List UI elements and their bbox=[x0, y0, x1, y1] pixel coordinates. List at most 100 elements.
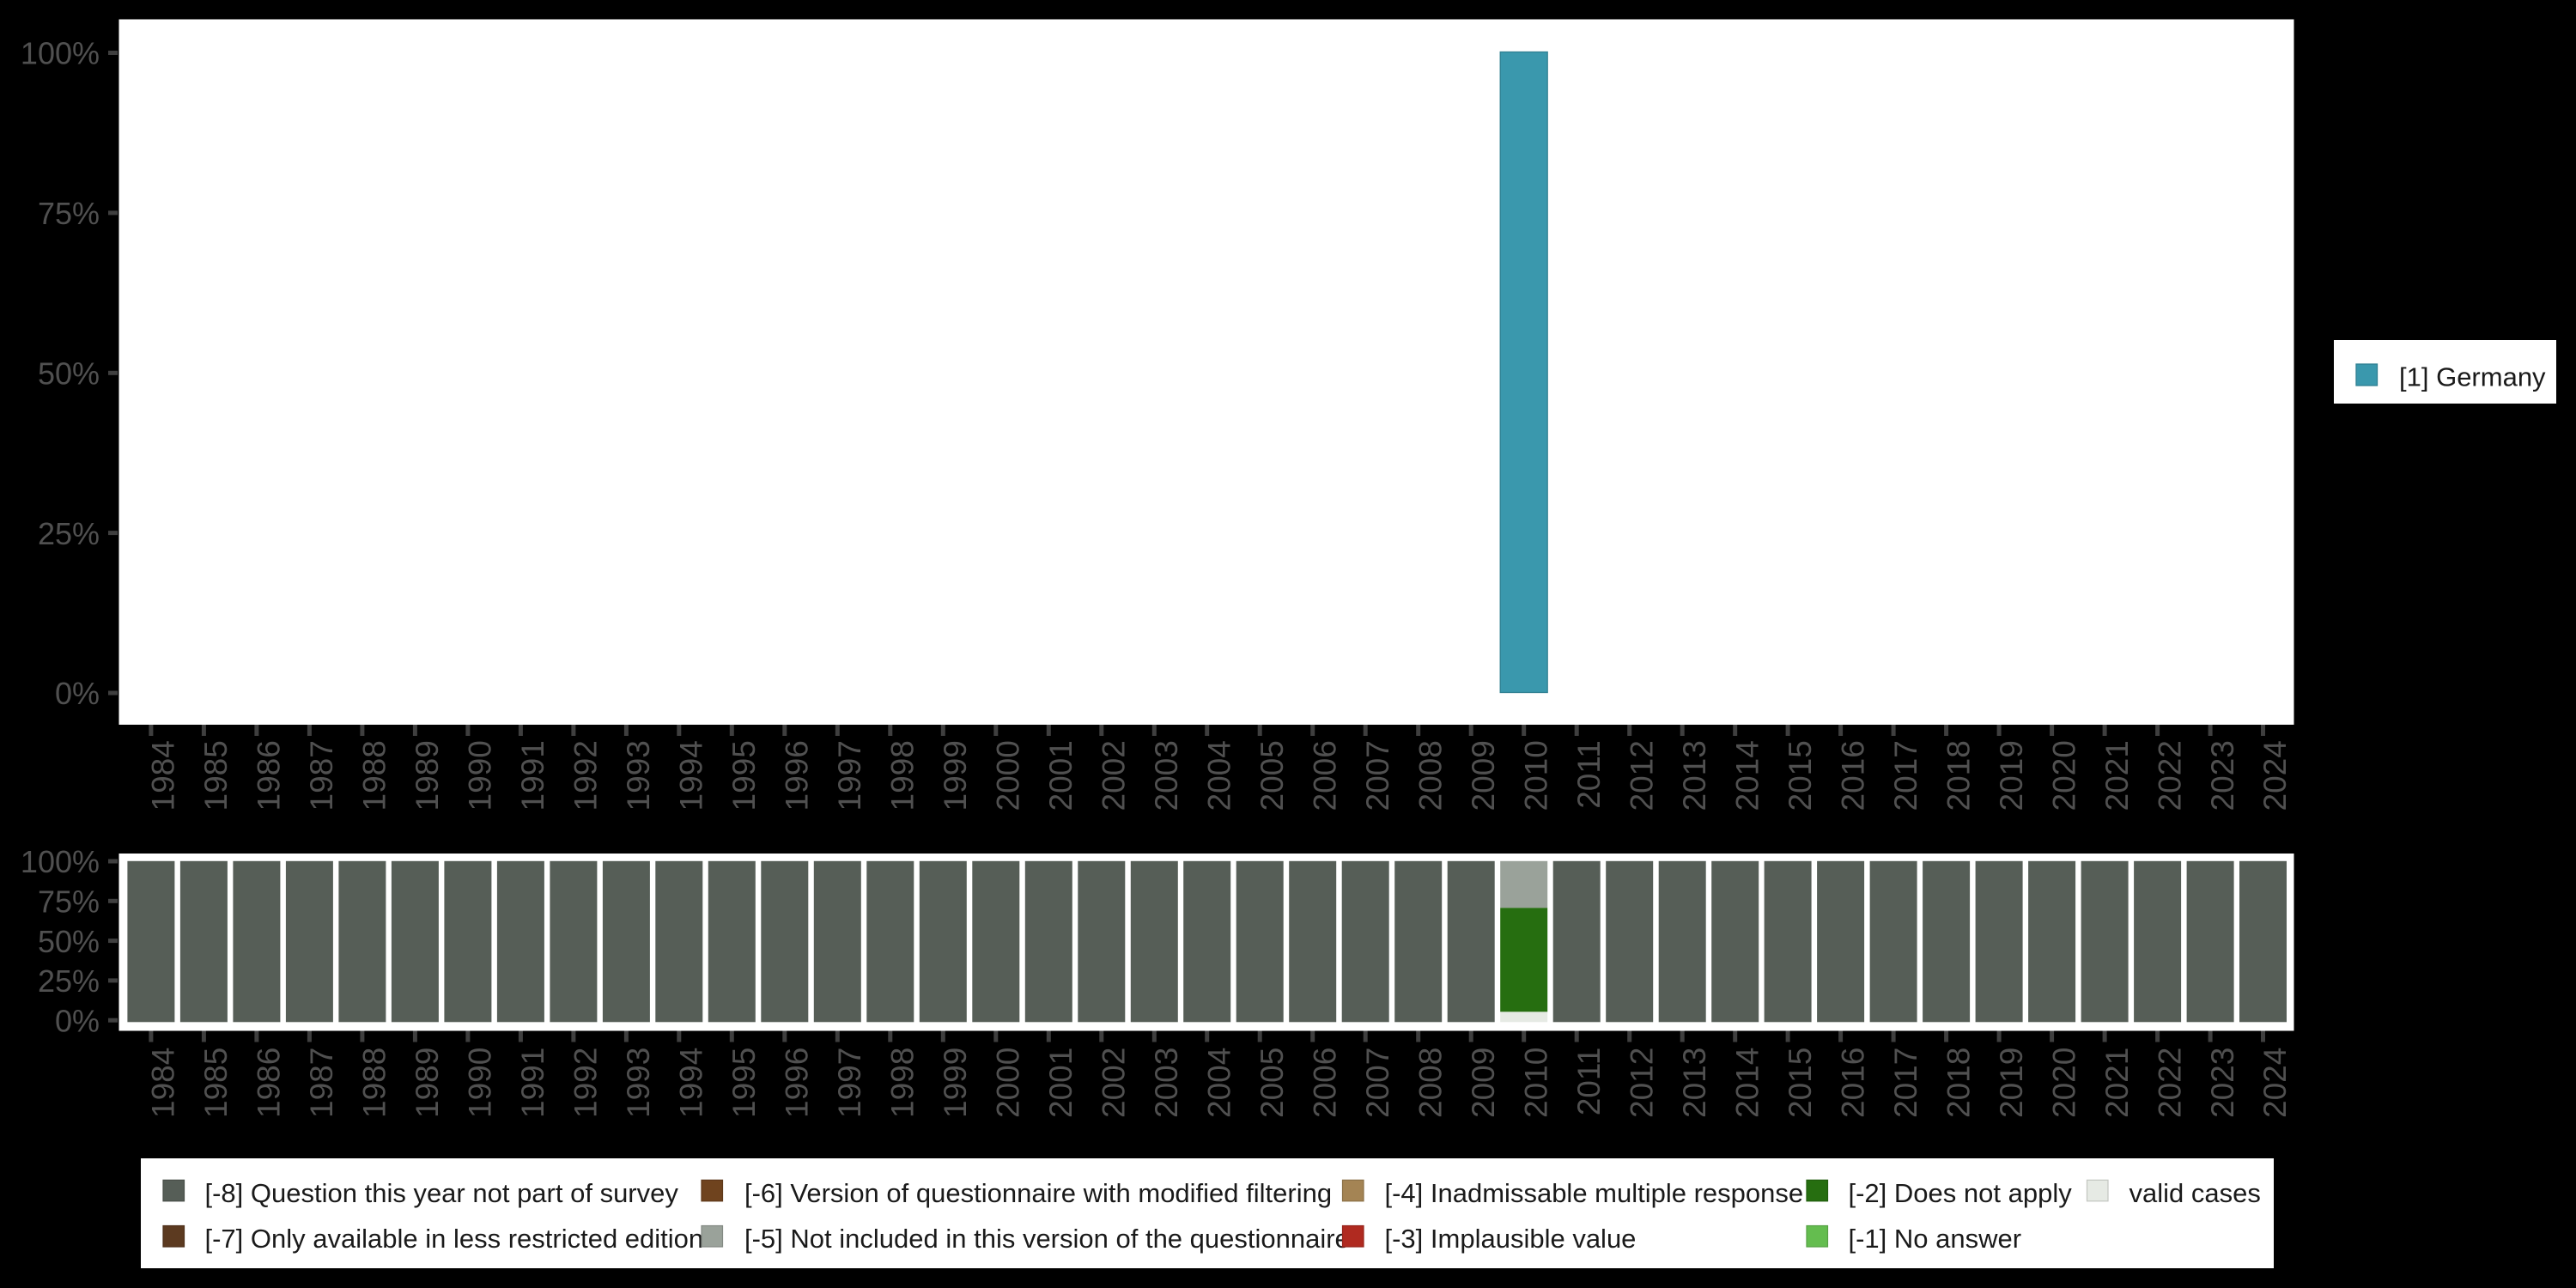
svg-text:1985: 1985 bbox=[198, 740, 234, 811]
svg-text:2011: 2011 bbox=[1571, 1048, 1607, 1116]
svg-text:2024: 2024 bbox=[2257, 740, 2293, 811]
svg-text:25%: 25% bbox=[38, 516, 100, 551]
svg-text:2009: 2009 bbox=[1466, 1048, 1501, 1118]
svg-text:2001: 2001 bbox=[1043, 740, 1078, 811]
svg-text:1992: 1992 bbox=[568, 1048, 604, 1118]
svg-text:2000: 2000 bbox=[991, 1048, 1026, 1118]
svg-text:1997: 1997 bbox=[832, 740, 867, 811]
svg-text:2019: 2019 bbox=[1994, 1048, 2029, 1118]
svg-text:2016: 2016 bbox=[1835, 740, 1870, 811]
svg-text:[-7] Only available in less re: [-7] Only available in less restricted e… bbox=[205, 1224, 704, 1254]
svg-text:2024: 2024 bbox=[2257, 1048, 2293, 1118]
svg-text:0%: 0% bbox=[55, 676, 100, 711]
svg-text:2001: 2001 bbox=[1043, 1048, 1078, 1118]
svg-text:1984: 1984 bbox=[146, 1048, 181, 1118]
svg-text:1986: 1986 bbox=[252, 740, 287, 811]
svg-text:1995: 1995 bbox=[726, 1048, 762, 1118]
svg-text:[-5] Not included in this vers: [-5] Not included in this version of the… bbox=[744, 1224, 1350, 1254]
svg-text:[-2] Does not apply: [-2] Does not apply bbox=[1849, 1178, 2073, 1208]
svg-text:[-1] No answer: [-1] No answer bbox=[1849, 1224, 2022, 1254]
svg-text:valid cases: valid cases bbox=[2129, 1178, 2261, 1208]
svg-text:1986: 1986 bbox=[252, 1048, 287, 1118]
svg-text:2019: 2019 bbox=[1994, 740, 2029, 811]
svg-text:1992: 1992 bbox=[568, 740, 604, 811]
svg-text:2013: 2013 bbox=[1677, 740, 1712, 811]
svg-text:1993: 1993 bbox=[621, 740, 656, 811]
svg-text:2002: 2002 bbox=[1097, 1048, 1132, 1118]
svg-text:2014: 2014 bbox=[1729, 1048, 1765, 1118]
svg-text:2000: 2000 bbox=[991, 740, 1026, 811]
svg-text:2022: 2022 bbox=[2152, 1048, 2187, 1118]
svg-text:1991: 1991 bbox=[515, 740, 550, 811]
svg-text:2005: 2005 bbox=[1255, 740, 1290, 811]
svg-text:100%: 100% bbox=[21, 844, 100, 879]
svg-text:2015: 2015 bbox=[1783, 1048, 1818, 1118]
svg-text:1989: 1989 bbox=[410, 1048, 445, 1118]
svg-text:[1] Germany: [1] Germany bbox=[2399, 361, 2546, 392]
svg-text:2020: 2020 bbox=[2046, 1048, 2081, 1118]
svg-text:2017: 2017 bbox=[1888, 1048, 1923, 1118]
svg-text:2004: 2004 bbox=[1202, 1048, 1237, 1118]
svg-text:2018: 2018 bbox=[1941, 740, 1976, 811]
svg-text:0%: 0% bbox=[55, 1003, 100, 1038]
svg-text:1996: 1996 bbox=[780, 1048, 815, 1118]
svg-text:75%: 75% bbox=[38, 196, 100, 231]
svg-text:1998: 1998 bbox=[885, 1048, 920, 1118]
svg-text:2008: 2008 bbox=[1413, 1048, 1448, 1118]
svg-text:2002: 2002 bbox=[1097, 740, 1132, 811]
svg-text:2012: 2012 bbox=[1624, 740, 1659, 811]
svg-text:1993: 1993 bbox=[621, 1048, 656, 1118]
svg-text:1994: 1994 bbox=[674, 1048, 709, 1118]
svg-text:1987: 1987 bbox=[304, 740, 339, 811]
svg-text:25%: 25% bbox=[38, 963, 100, 999]
svg-text:2013: 2013 bbox=[1677, 1048, 1712, 1118]
svg-text:1995: 1995 bbox=[726, 740, 762, 811]
svg-text:2007: 2007 bbox=[1360, 740, 1395, 811]
svg-text:[-3] Implausible value: [-3] Implausible value bbox=[1385, 1224, 1637, 1254]
svg-text:1990: 1990 bbox=[463, 740, 498, 811]
svg-text:1988: 1988 bbox=[357, 1048, 392, 1118]
svg-text:2022: 2022 bbox=[2152, 740, 2187, 811]
svg-text:2012: 2012 bbox=[1624, 1048, 1659, 1118]
svg-text:1985: 1985 bbox=[198, 1048, 234, 1118]
svg-text:2011: 2011 bbox=[1571, 740, 1607, 809]
svg-text:2009: 2009 bbox=[1466, 740, 1501, 811]
svg-text:2008: 2008 bbox=[1413, 740, 1448, 811]
svg-text:50%: 50% bbox=[38, 924, 100, 959]
svg-text:2016: 2016 bbox=[1835, 1048, 1870, 1118]
svg-text:1987: 1987 bbox=[304, 1048, 339, 1118]
svg-text:1998: 1998 bbox=[885, 740, 920, 811]
svg-text:2010: 2010 bbox=[1518, 740, 1553, 811]
svg-text:2010: 2010 bbox=[1518, 1048, 1553, 1118]
svg-text:1999: 1999 bbox=[938, 740, 973, 811]
svg-text:2003: 2003 bbox=[1149, 740, 1184, 811]
svg-text:1990: 1990 bbox=[463, 1048, 498, 1118]
svg-text:1994: 1994 bbox=[674, 740, 709, 811]
svg-text:2003: 2003 bbox=[1149, 1048, 1184, 1118]
svg-text:2021: 2021 bbox=[2099, 1048, 2135, 1118]
svg-text:2023: 2023 bbox=[2205, 1048, 2240, 1118]
svg-text:[-6] Version of questionnaire: [-6] Version of questionnaire with modif… bbox=[744, 1178, 1332, 1208]
svg-text:2004: 2004 bbox=[1202, 740, 1237, 811]
svg-text:2014: 2014 bbox=[1729, 740, 1765, 811]
svg-text:2006: 2006 bbox=[1307, 740, 1342, 811]
svg-text:1988: 1988 bbox=[357, 740, 392, 811]
svg-text:2021: 2021 bbox=[2099, 740, 2135, 811]
svg-text:2006: 2006 bbox=[1307, 1048, 1342, 1118]
svg-text:[-8] Question this year not pa: [-8] Question this year not part of surv… bbox=[205, 1178, 679, 1208]
svg-text:100%: 100% bbox=[21, 36, 100, 71]
svg-text:1991: 1991 bbox=[515, 1048, 550, 1118]
svg-text:1997: 1997 bbox=[832, 1048, 867, 1118]
svg-text:2017: 2017 bbox=[1888, 740, 1923, 811]
svg-text:1996: 1996 bbox=[780, 740, 815, 811]
svg-text:1984: 1984 bbox=[146, 740, 181, 811]
svg-text:1989: 1989 bbox=[410, 740, 445, 811]
svg-text:2007: 2007 bbox=[1360, 1048, 1395, 1118]
svg-text:2020: 2020 bbox=[2046, 740, 2081, 811]
svg-text:[-4] Inadmissable multiple res: [-4] Inadmissable multiple response bbox=[1385, 1178, 1804, 1208]
svg-text:2018: 2018 bbox=[1941, 1048, 1976, 1118]
svg-text:75%: 75% bbox=[38, 884, 100, 920]
svg-text:2015: 2015 bbox=[1783, 740, 1818, 811]
svg-text:2005: 2005 bbox=[1255, 1048, 1290, 1118]
svg-text:50%: 50% bbox=[38, 355, 100, 391]
